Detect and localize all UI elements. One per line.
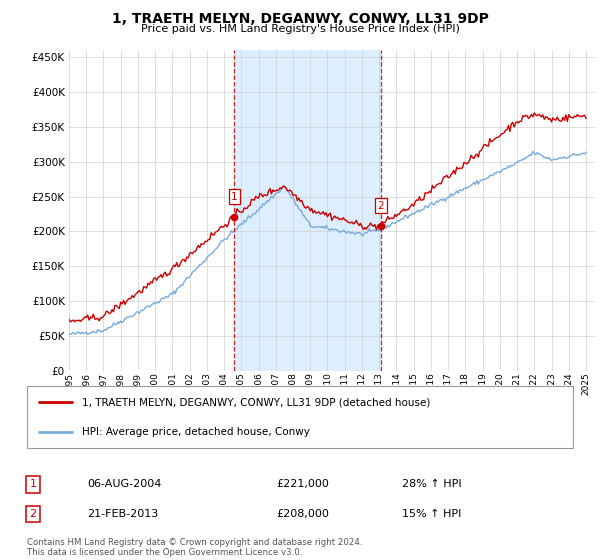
Text: 2: 2: [377, 200, 384, 211]
Text: 06-AUG-2004: 06-AUG-2004: [87, 479, 161, 489]
Text: £221,000: £221,000: [276, 479, 329, 489]
Text: 15% ↑ HPI: 15% ↑ HPI: [402, 509, 461, 519]
Text: 21-FEB-2013: 21-FEB-2013: [87, 509, 158, 519]
Text: 28% ↑ HPI: 28% ↑ HPI: [402, 479, 461, 489]
Text: This data is licensed under the Open Government Licence v3.0.: This data is licensed under the Open Gov…: [27, 548, 302, 557]
Text: Contains HM Land Registry data © Crown copyright and database right 2024.: Contains HM Land Registry data © Crown c…: [27, 538, 362, 547]
Text: 1, TRAETH MELYN, DEGANWY, CONWY, LL31 9DP (detached house): 1, TRAETH MELYN, DEGANWY, CONWY, LL31 9D…: [82, 398, 430, 408]
Bar: [235, 50, 381, 371]
Text: HPI: Average price, detached house, Conwy: HPI: Average price, detached house, Conw…: [82, 427, 310, 437]
Text: 1: 1: [231, 192, 238, 202]
Text: 2: 2: [29, 509, 37, 519]
FancyBboxPatch shape: [27, 386, 573, 448]
Text: £208,000: £208,000: [276, 509, 329, 519]
Text: 1: 1: [29, 479, 37, 489]
Text: 1, TRAETH MELYN, DEGANWY, CONWY, LL31 9DP: 1, TRAETH MELYN, DEGANWY, CONWY, LL31 9D…: [112, 12, 488, 26]
Text: Price paid vs. HM Land Registry's House Price Index (HPI): Price paid vs. HM Land Registry's House …: [140, 24, 460, 34]
